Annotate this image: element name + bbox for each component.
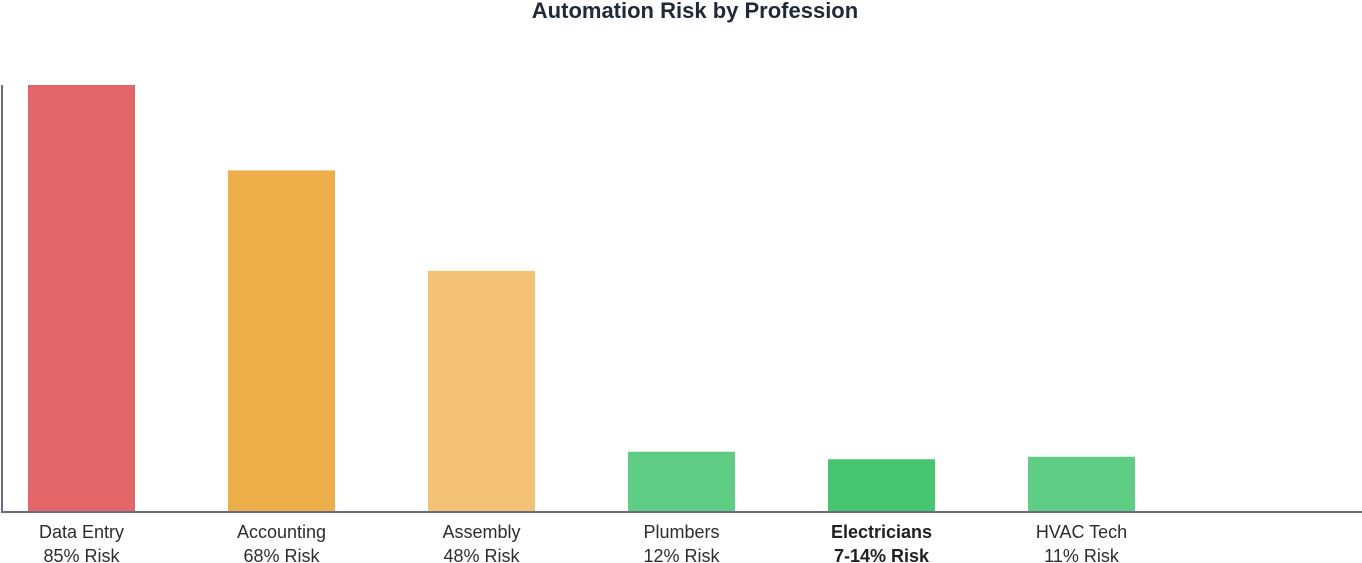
risk-label-data-entry: 85% Risk — [43, 546, 120, 563]
risk-label-hvac-tech: 11% Risk — [1044, 546, 1120, 563]
bar-data-entry — [28, 85, 135, 512]
risk-label-accounting: 68% Risk — [243, 546, 320, 563]
category-labels-group: Data Entry 85% Risk Accounting 68% Risk Asse… — [39, 522, 1127, 563]
bar-electricians — [828, 459, 935, 512]
category-label-electricians: Electricians — [831, 522, 932, 542]
chart-title: Automation Risk by Profession — [532, 0, 858, 23]
category-label-plumbers: Plumbers — [643, 522, 719, 542]
risk-label-plumbers: 12% Risk — [643, 546, 720, 563]
category-label-accounting: Accounting — [237, 522, 326, 542]
bar-plumbers — [628, 451, 735, 512]
bar-assembly — [428, 270, 535, 512]
bars-group — [28, 85, 1135, 512]
bar-hvac-tech — [1028, 456, 1135, 512]
category-label-hvac-tech: HVAC Tech — [1036, 522, 1127, 542]
risk-label-assembly: 48% Risk — [443, 546, 520, 563]
category-label-assembly: Assembly — [442, 522, 520, 542]
risk-label-electricians: 7-14% Risk — [834, 546, 930, 563]
bar-accounting — [228, 170, 335, 512]
category-label-data-entry: Data Entry — [39, 522, 124, 542]
